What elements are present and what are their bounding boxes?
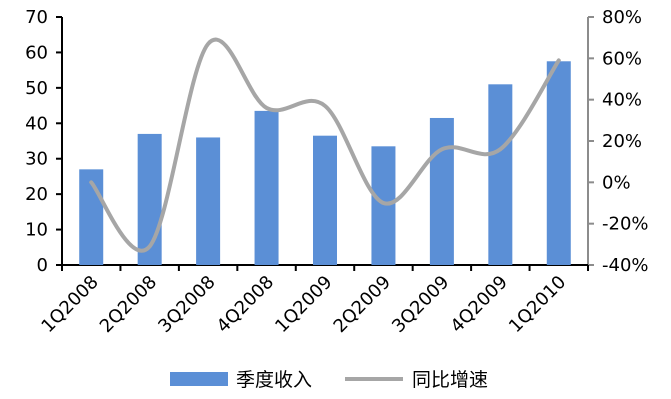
left-tick-label: 50 [25,78,48,99]
legend-label-bar: 季度收入 [236,369,312,391]
bar [254,110,279,265]
left-tick-label: 30 [25,149,48,170]
bar [196,137,221,265]
bar [313,135,337,265]
bar [371,146,396,265]
growth-line [89,37,561,253]
right-tick-label: -20% [602,214,649,235]
x-tick-label: 3Q2009 [388,272,453,337]
bar [488,84,513,265]
right-tick-label: 20% [602,131,642,152]
right-tick-label: 60% [602,48,642,69]
x-axis: 1Q20082Q20083Q20084Q20081Q20092Q20093Q20… [37,264,589,337]
x-tick-label: 2Q2008 [96,272,161,337]
left-tick-label: 70 [25,7,48,28]
x-tick-label: 3Q2008 [154,272,219,337]
left-y-axis: 0 10 20 30 40 50 60 70 [25,7,63,276]
bar-series [79,61,571,266]
bar [546,61,571,266]
x-tick-label: 1Q2009 [271,272,336,337]
right-tick-label: 80% [602,7,642,28]
legend: 季度收入 同比增速 [170,369,488,391]
x-tick-label: 1Q2008 [37,272,102,337]
right-y-axis: -40% -20% 0% 20% 40% 60% 80% [587,7,649,276]
left-tick-label: 40 [25,113,48,134]
line-series [89,37,561,253]
left-tick-label: 20 [25,184,48,205]
x-tick-label: 1Q2010 [505,272,570,337]
left-tick-label: 10 [25,220,48,241]
right-tick-label: 0% [602,172,631,193]
bar [429,117,454,265]
x-tick-label: 4Q2008 [213,272,278,337]
right-tick-label: -40% [602,255,649,276]
x-tick-label: 4Q2009 [447,272,512,337]
x-tick-label: 2Q2009 [330,272,395,337]
right-tick-label: 40% [602,90,642,111]
legend-label-line: 同比增速 [412,369,488,391]
left-tick-label: 60 [25,42,48,63]
legend-swatch-bar [170,372,228,386]
left-tick-label: 0 [37,255,48,276]
